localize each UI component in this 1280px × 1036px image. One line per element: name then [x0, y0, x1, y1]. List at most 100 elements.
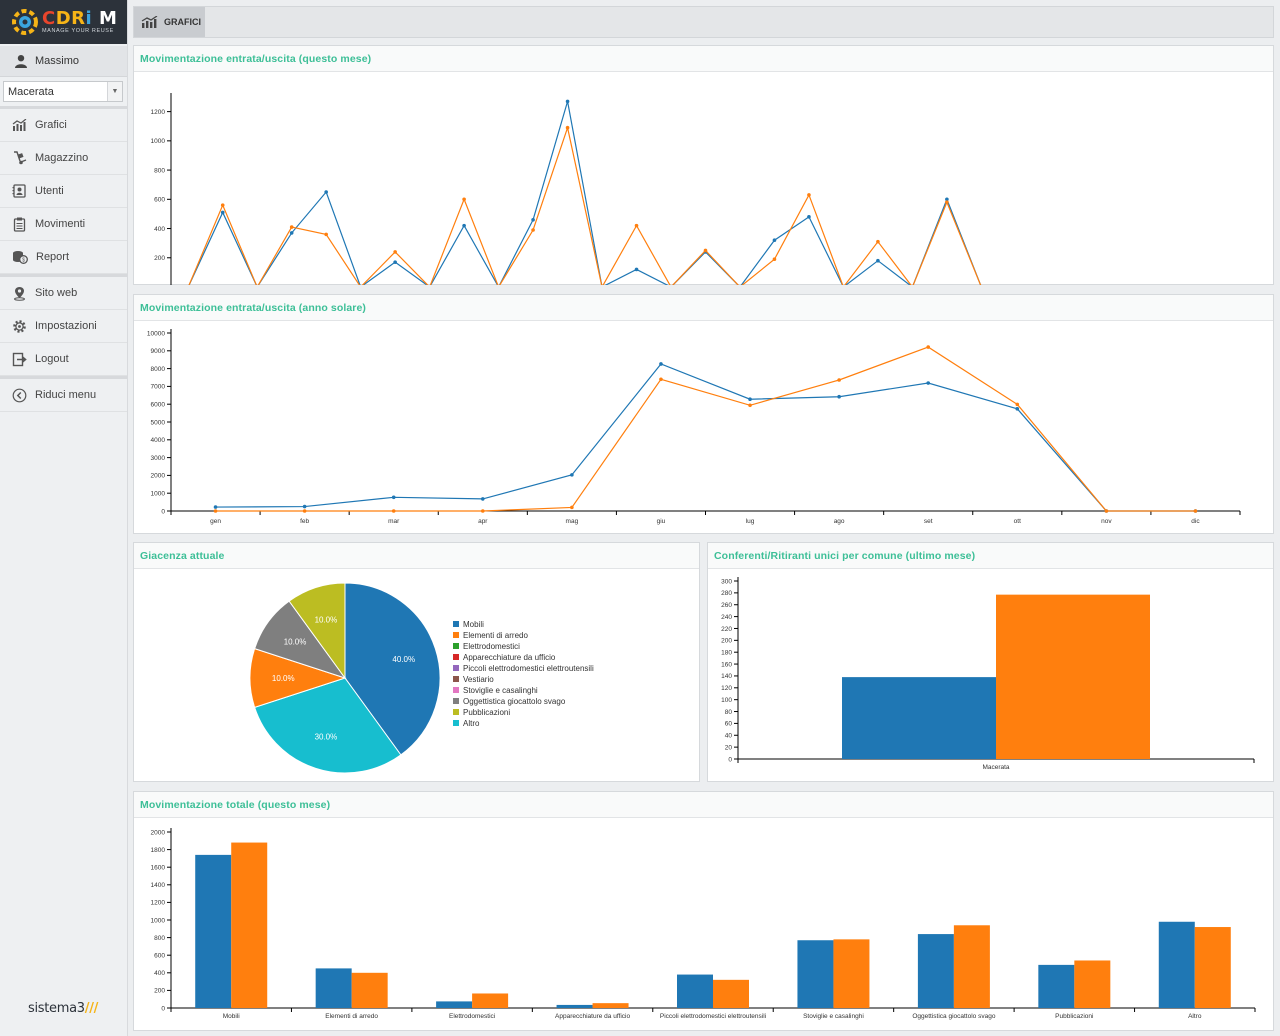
menu-item-label: Magazzino [35, 152, 89, 164]
y-tick-label: 140 [721, 673, 732, 680]
logo-tagline: MANAGE YOUR REUSE [42, 27, 114, 34]
pie-slice-label: 10.0% [315, 615, 338, 624]
bar [1074, 960, 1111, 1008]
y-tick-label: 200 [154, 255, 165, 262]
bar [556, 1004, 593, 1008]
y-tick-label: 260 [721, 602, 732, 609]
y-tick-label: 400 [154, 226, 165, 233]
menu-item-logout[interactable]: Logout [0, 343, 127, 376]
menu-item-report[interactable]: $ Report [0, 241, 127, 274]
y-tick-label: 1000 [151, 917, 166, 924]
data-point [220, 210, 225, 215]
location-select[interactable]: Macerata ▼ [3, 81, 123, 102]
data-point [570, 505, 574, 510]
x-tick-label: Piccoli elettrodomestici elettroutensili [660, 1013, 766, 1020]
legend-label: Pubblicazioni [463, 708, 510, 717]
bar [917, 934, 954, 1008]
data-point [302, 504, 307, 509]
data-point [634, 223, 639, 228]
panel-total-movements: Movimentazione totale (questo mese) 0 200… [133, 791, 1274, 1031]
legend-swatch [453, 676, 459, 682]
data-point [220, 203, 225, 207]
data-point [945, 200, 949, 205]
legend-label: Elettrodomestici [463, 642, 520, 651]
x-tick-label: Mobili [223, 1013, 240, 1020]
y-tick-label: 1600 [151, 865, 166, 872]
legend-label: Altro [463, 719, 480, 728]
y-tick-label: 0 [728, 756, 732, 763]
bar [713, 979, 749, 1008]
x-tick-label: apr [478, 518, 488, 525]
bar-chart-categories: 0 200 400 600 800 1000 1200 1400 1600 1800 2000 Mob… [151, 828, 1256, 1020]
x-tick-label: gen [210, 518, 221, 525]
menu-item-label: Sito web [35, 287, 78, 299]
menu-item-movimenti[interactable]: Movimenti [0, 208, 127, 241]
menu-divider [0, 376, 127, 379]
user-profile[interactable]: Massimo [0, 46, 127, 77]
data-point [565, 99, 570, 104]
bar [195, 854, 232, 1008]
y-tick-label: 1200 [151, 900, 166, 907]
data-point [837, 394, 841, 399]
legend-label: Vestiario [463, 675, 494, 684]
legend-label: Mobili [463, 620, 484, 629]
legend-swatch [453, 698, 459, 704]
y-tick-label: 160 [721, 661, 732, 668]
app-logo[interactable]: CDRi M MANAGE YOUR REUSE [0, 0, 127, 44]
y-tick-label: 60 [725, 721, 733, 728]
y-tick-label: 1400 [151, 882, 166, 889]
data-point [302, 509, 307, 513]
menu-item-magazzino[interactable]: Magazzino [0, 142, 127, 175]
data-point [772, 238, 777, 243]
bar [1038, 964, 1075, 1008]
y-tick-label: 20 [725, 744, 733, 751]
menu-item-impostazioni[interactable]: Impostazioni [0, 310, 127, 343]
menu-item-label: Utenti [35, 185, 64, 197]
x-tick-label: ago [834, 518, 845, 525]
y-tick-label: 1800 [151, 847, 166, 854]
menu-item-sito-web[interactable]: Sito web [0, 277, 127, 310]
data-point [837, 378, 841, 382]
collapse-menu-button[interactable]: Riduci menu [0, 379, 127, 412]
y-tick-label: 10000 [147, 330, 165, 337]
legend-swatch [453, 643, 459, 649]
chevron-down-icon[interactable]: ▼ [107, 82, 122, 101]
x-tick-label: dic [1191, 518, 1200, 525]
menu-item-label: Movimenti [35, 218, 86, 230]
data-point [876, 239, 880, 244]
legend-label: Oggettistica giocattolo svago [463, 697, 566, 706]
panel-title: Giacenza attuale [134, 543, 699, 569]
y-tick-label: 7000 [151, 384, 166, 391]
bar [996, 594, 1150, 759]
data-point [1193, 509, 1198, 513]
menu-item-label: Logout [35, 353, 69, 365]
y-tick-label: 8000 [151, 366, 166, 373]
y-tick-label: 600 [154, 197, 165, 204]
data-point [213, 505, 218, 509]
svg-text:$: $ [22, 258, 25, 264]
panel-yearly-movements: Movimentazione entrata/uscita (anno sola… [133, 294, 1274, 534]
series-line-0 [188, 101, 982, 285]
x-tick-label: mag [566, 518, 579, 525]
bar [797, 940, 834, 1008]
breadcrumb[interactable]: GRAFICI [134, 7, 205, 37]
data-point [462, 223, 466, 228]
y-tick-label: 280 [721, 590, 732, 597]
bar [436, 1001, 473, 1008]
line-chart-year: 0 1000 2000 3000 4000 5000 6000 7000 8000 9000 100… [147, 329, 1241, 525]
legend-swatch [453, 687, 459, 693]
y-tick-label: 6000 [151, 402, 166, 409]
pie-slice-label: 30.0% [315, 733, 338, 742]
menu-item-utenti[interactable]: Utenti [0, 175, 127, 208]
data-point [393, 260, 397, 264]
y-tick-label: 40 [725, 733, 733, 740]
legend-label: Apparecchiature da ufficio [463, 653, 556, 662]
coins-icon: $ [13, 251, 28, 264]
menu-item-grafici[interactable]: Grafici [0, 109, 127, 142]
bar [472, 993, 509, 1008]
bar [592, 1003, 629, 1008]
pie-slice [254, 677, 402, 774]
logo-gear-icon [12, 9, 38, 35]
legend-swatch [453, 709, 459, 715]
bar [231, 842, 268, 1008]
